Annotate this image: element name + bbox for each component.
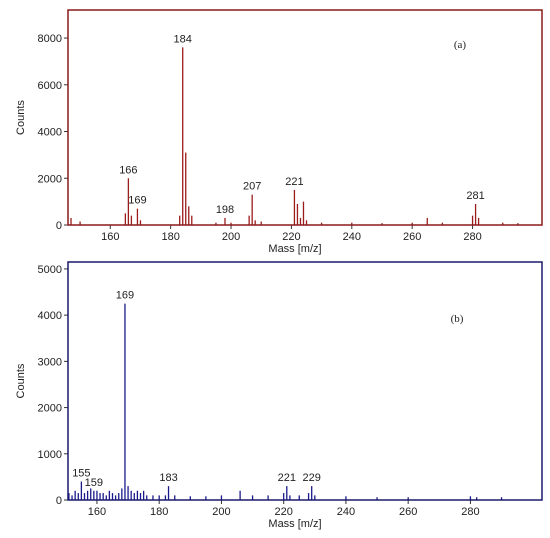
x-tick-label: 280 <box>461 506 479 518</box>
x-tick-label: 240 <box>337 506 355 518</box>
x-tick-label: 180 <box>150 506 168 518</box>
peak-label: 166 <box>119 164 137 176</box>
peak-label: 221 <box>285 176 303 188</box>
x-axis-label: Mass [m/z] <box>268 243 321 255</box>
x-tick-label: 200 <box>212 506 230 518</box>
peak-label: 183 <box>159 472 177 484</box>
plot-frame <box>67 261 543 501</box>
peak-label: 281 <box>466 190 484 202</box>
panel-label: (a) <box>454 39 467 51</box>
y-tick-label: 2000 <box>38 173 62 185</box>
y-tick-label: 2000 <box>38 403 62 415</box>
y-tick-label: 0 <box>56 495 62 507</box>
x-tick-label: 180 <box>161 231 179 243</box>
x-tick-label: 260 <box>399 506 417 518</box>
x-tick-label: 280 <box>463 231 481 243</box>
y-tick-label: 1000 <box>38 449 62 461</box>
x-tick-label: 260 <box>403 231 421 243</box>
peak-label: 169 <box>128 195 146 207</box>
y-axis-label: Counts <box>15 100 27 135</box>
peak-label: 221 <box>278 472 296 484</box>
y-tick-label: 4000 <box>38 310 62 322</box>
x-tick-label: 220 <box>282 231 300 243</box>
peak-label: 229 <box>303 472 321 484</box>
y-axis-label: Counts <box>15 363 27 398</box>
panel-label: (b) <box>451 313 464 325</box>
peak-label: 198 <box>216 204 234 216</box>
x-tick-label: 220 <box>275 506 293 518</box>
y-tick-label: 4000 <box>38 127 62 139</box>
y-tick-label: 3000 <box>38 356 62 368</box>
x-tick-label: 160 <box>101 231 119 243</box>
x-tick-label: 240 <box>343 231 361 243</box>
x-tick-label: 160 <box>88 506 106 518</box>
peak-label: 159 <box>85 477 103 489</box>
x-tick-label: 200 <box>222 231 240 243</box>
peak-label: 184 <box>174 33 192 45</box>
y-tick-label: 6000 <box>38 80 62 92</box>
y-tick-label: 8000 <box>38 33 62 45</box>
peak-label: 207 <box>243 181 261 193</box>
y-tick-label: 0 <box>56 220 62 232</box>
peak-label: 155 <box>72 468 90 480</box>
y-tick-label: 5000 <box>38 264 62 276</box>
x-axis-label: Mass [m/z] <box>268 518 321 530</box>
peak-label: 169 <box>116 290 134 302</box>
plot-frame <box>67 9 543 226</box>
